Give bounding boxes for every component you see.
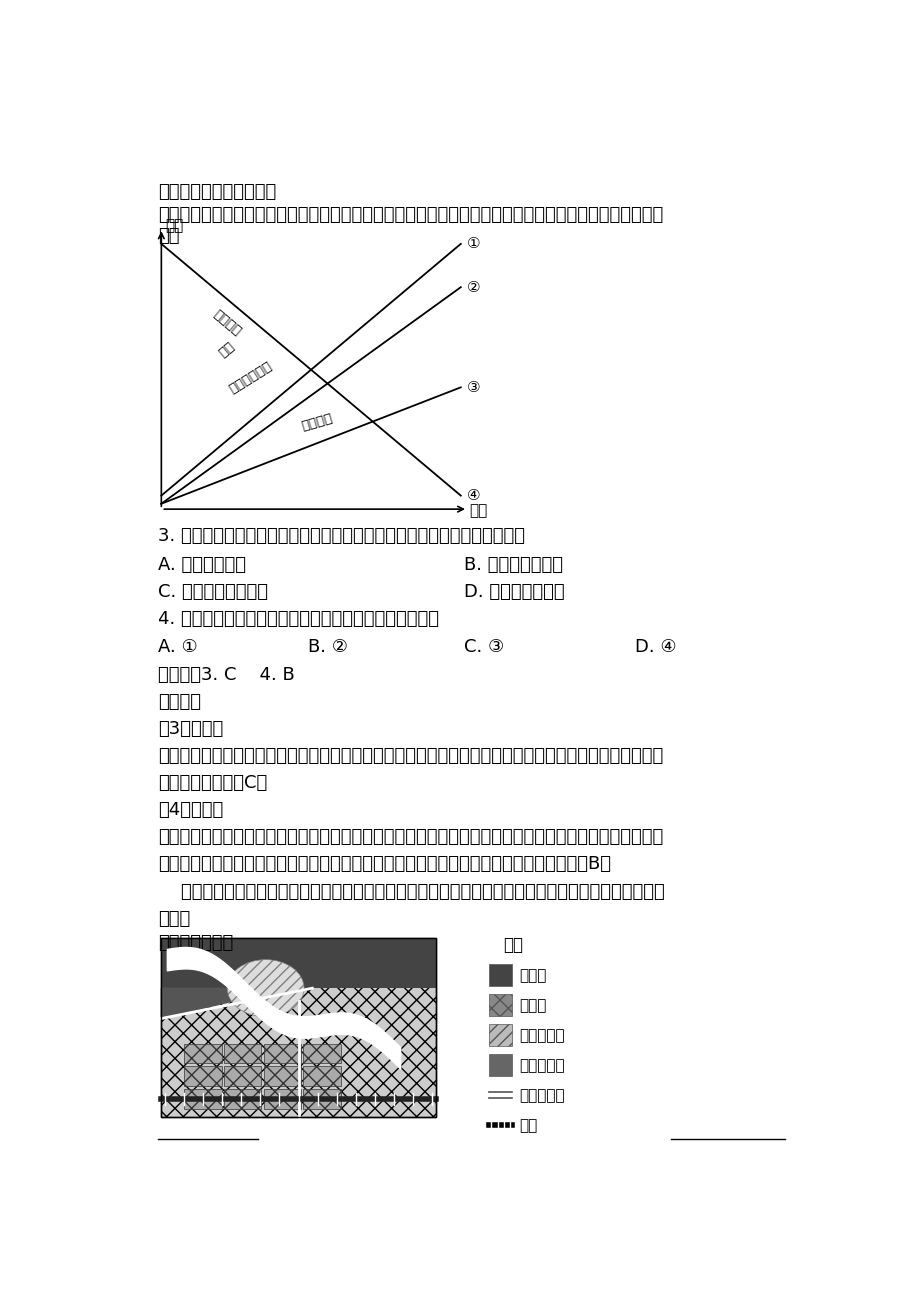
Bar bbox=[223, 1066, 261, 1086]
Text: 规模: 规模 bbox=[165, 219, 183, 233]
Text: ②: ② bbox=[466, 280, 480, 294]
Bar bbox=[489, 1055, 512, 1077]
Text: 人口迁移: 人口迁移 bbox=[300, 411, 334, 434]
Text: D. ④: D. ④ bbox=[635, 638, 676, 656]
Polygon shape bbox=[161, 988, 285, 1018]
Text: 北方地区土地面积、矿产资源、草场资源条件均不如西北地区优越，但是，经济、技术水平高，对资源利用: 北方地区土地面积、矿产资源、草场资源条件均不如西北地区优越，但是，经济、技术水平… bbox=[158, 747, 663, 764]
Text: ③: ③ bbox=[466, 380, 480, 395]
Text: 公路或街道: 公路或街道 bbox=[518, 1087, 564, 1103]
Text: 鐵路: 鐵路 bbox=[518, 1117, 537, 1133]
Text: 科技应用领域: 科技应用领域 bbox=[227, 359, 275, 396]
Bar bbox=[223, 1044, 261, 1064]
Text: B. ②: B. ② bbox=[307, 638, 347, 656]
Ellipse shape bbox=[227, 960, 304, 1017]
Text: A. 空间情况优越: A. 空间情况优越 bbox=[158, 556, 245, 574]
Bar bbox=[303, 1044, 341, 1064]
Text: ①: ① bbox=[466, 237, 480, 251]
Text: 河流及湖泊: 河流及湖泊 bbox=[518, 1057, 564, 1073]
Text: C. ③: C. ③ bbox=[464, 638, 504, 656]
Bar bbox=[264, 1044, 301, 1064]
Bar bbox=[489, 995, 512, 1017]
Text: D. 草场资源更丰富: D. 草场资源更丰富 bbox=[464, 583, 564, 602]
Bar bbox=[161, 939, 436, 988]
Text: 【4题详解】: 【4题详解】 bbox=[158, 801, 222, 819]
Text: 【考点定位】人口问题。: 【考点定位】人口问题。 bbox=[158, 184, 276, 202]
Bar bbox=[264, 1088, 301, 1108]
Text: 够提高资源利用效率，以较少的资源养活较多的人口，有利于提高人口合理容量，故答案选B。: 够提高资源利用效率，以较少的资源养活较多的人口，有利于提高人口合理容量，故答案选… bbox=[158, 855, 610, 874]
Bar bbox=[303, 1066, 341, 1086]
Text: 青藏地区耕地资源较少，道路交通基础设施较差，人口迁移并不能有效提高人口合理容量；提高科技水平能: 青藏地区耕地资源较少，道路交通基础设施较差，人口迁移并不能有效提高人口合理容量；… bbox=[158, 828, 663, 846]
Bar bbox=[303, 1088, 341, 1108]
Text: 耕地: 耕地 bbox=[217, 340, 237, 361]
Bar bbox=[223, 1088, 261, 1108]
Bar bbox=[264, 1066, 301, 1086]
Bar bbox=[184, 1066, 221, 1086]
Text: 下图中，我国南方某古镇位于河道西北侧，改革开放后新建城区位于河流东南侧。读该城市空间用地示: 下图中，我国南方某古镇位于河道西北侧，改革开放后新建城区位于河流东南侧。读该城市… bbox=[158, 883, 664, 901]
Text: 自然风景区: 自然风景区 bbox=[518, 1027, 564, 1043]
Text: 题。: 题。 bbox=[158, 228, 179, 245]
Text: 工业区: 工业区 bbox=[518, 967, 546, 983]
Text: 4. 上图中显示能提高青藏地区合理人口容量的有效途径是: 4. 上图中显示能提高青藏地区合理人口容量的有效途径是 bbox=[158, 611, 438, 629]
Text: 时间: 时间 bbox=[469, 504, 487, 518]
Text: 【3题详解】: 【3题详解】 bbox=[158, 720, 222, 738]
Bar bbox=[184, 1044, 221, 1064]
Text: C. 资源利用条件优越: C. 资源利用条件优越 bbox=[158, 583, 267, 602]
Text: 3. 我国北方地区比西北地区承载着更多的人口，这说明北方地区比西北地区: 3. 我国北方地区比西北地区承载着更多的人口，这说明北方地区比西北地区 bbox=[158, 527, 524, 546]
Text: 【答案】3. C    4. B: 【答案】3. C 4. B bbox=[158, 665, 294, 684]
Bar bbox=[184, 1088, 221, 1108]
Bar bbox=[489, 1025, 512, 1047]
Bar bbox=[161, 939, 436, 1117]
Text: 道路交通: 道路交通 bbox=[210, 309, 244, 339]
Text: A. ①: A. ① bbox=[158, 638, 198, 656]
Text: 人类与环境相互影响、相互制约，人类的发展要受到环境承载力和合理人口容量的影响。据此完成下列各小: 人类与环境相互影响、相互制约，人类的发展要受到环境承载力和合理人口容量的影响。据… bbox=[158, 207, 663, 224]
Text: 图例: 图例 bbox=[503, 936, 523, 954]
Text: 居住区: 居住区 bbox=[518, 997, 546, 1013]
Bar bbox=[489, 965, 512, 987]
Text: B. 矿产资源更丰富: B. 矿产资源更丰富 bbox=[464, 556, 562, 574]
Text: 回答下列各题。: 回答下列各题。 bbox=[158, 935, 233, 952]
Text: 效率高，故答案选C。: 效率高，故答案选C。 bbox=[158, 773, 267, 792]
Text: 【解析】: 【解析】 bbox=[158, 693, 200, 711]
Text: ④: ④ bbox=[466, 488, 480, 503]
Text: 意图。: 意图。 bbox=[158, 910, 190, 928]
Bar bbox=[161, 939, 436, 1117]
